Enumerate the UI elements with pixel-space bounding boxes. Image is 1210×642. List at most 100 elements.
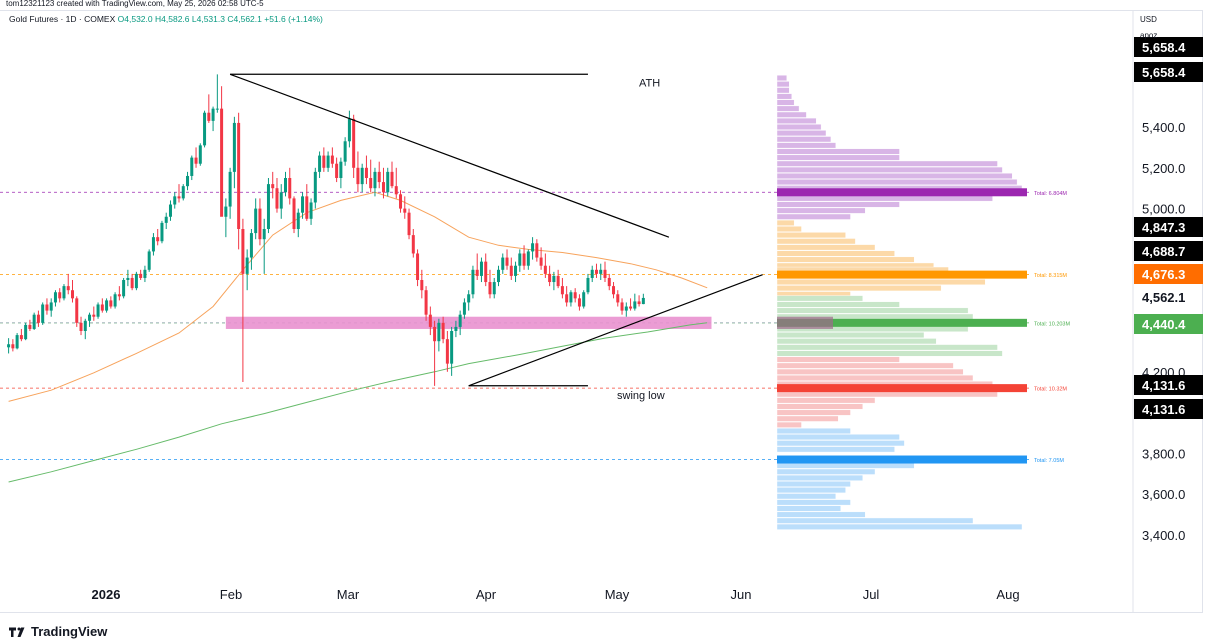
volume-profile-row bbox=[776, 332, 925, 339]
price-label-box bbox=[1134, 217, 1203, 237]
candle bbox=[590, 265, 594, 283]
candle bbox=[437, 318, 441, 352]
candle-body bbox=[249, 233, 253, 258]
time-axis[interactable]: 2026 Feb Mar Apr May Jun Jul Aug bbox=[92, 587, 1020, 602]
candle-body bbox=[41, 304, 45, 323]
candle-body bbox=[279, 192, 283, 209]
candle bbox=[241, 218, 245, 382]
volume-node-bar bbox=[777, 188, 1027, 197]
trendline[interactable] bbox=[229, 73, 670, 238]
candle-body bbox=[467, 294, 471, 303]
price-label-box bbox=[1134, 314, 1203, 334]
volume-profile-row bbox=[776, 111, 807, 118]
trendline[interactable] bbox=[468, 274, 763, 387]
price-label-box bbox=[1134, 37, 1203, 57]
candle bbox=[164, 212, 168, 229]
candle bbox=[603, 261, 607, 283]
volume-profile-row bbox=[776, 428, 851, 434]
candle-body bbox=[633, 301, 637, 309]
candle bbox=[560, 277, 564, 299]
candle bbox=[207, 94, 211, 123]
price-label-text: 4,440.4 bbox=[1142, 317, 1186, 332]
volume-profile-row bbox=[776, 307, 969, 314]
candle bbox=[79, 316, 83, 336]
volume-profile-row bbox=[776, 219, 795, 226]
candle bbox=[45, 298, 49, 315]
tradingview-brand[interactable]: TradingView bbox=[9, 624, 107, 639]
annotation-ath: ATH bbox=[639, 77, 660, 89]
candle-body bbox=[616, 294, 620, 303]
candle bbox=[100, 298, 104, 313]
candle-body bbox=[556, 275, 560, 287]
candle-body bbox=[573, 292, 577, 299]
candle bbox=[160, 220, 164, 244]
candle-body bbox=[603, 269, 607, 278]
candle bbox=[424, 286, 428, 321]
candle bbox=[258, 198, 262, 246]
volume-node-label: Total: 7.05M bbox=[1034, 458, 1064, 464]
trendlines[interactable] bbox=[229, 73, 763, 387]
candle-body bbox=[403, 208, 407, 213]
volume-profile-row bbox=[776, 356, 900, 363]
candle-body bbox=[313, 171, 317, 203]
candle bbox=[198, 143, 202, 166]
candle bbox=[411, 229, 415, 258]
candle-body bbox=[394, 186, 398, 195]
candle-body bbox=[228, 171, 232, 207]
candle-body bbox=[424, 290, 428, 315]
volume-profile-row bbox=[776, 279, 986, 285]
chart-canvas[interactable]: Total: 6.804M Total: 8.315M Total: 10.203M… bbox=[0, 0, 1203, 613]
candle-body bbox=[113, 294, 117, 307]
ohlc-close: C4,562.1 bbox=[227, 14, 262, 24]
candle bbox=[548, 265, 552, 287]
volume-node-bar bbox=[777, 270, 1027, 279]
candle bbox=[58, 288, 62, 303]
volume-node-label: Total: 8.315M bbox=[1034, 273, 1067, 279]
candle-body bbox=[53, 292, 57, 303]
candle-body bbox=[437, 322, 441, 342]
price-label-box bbox=[1134, 264, 1203, 284]
ohlc-high: H4,582.6 bbox=[155, 14, 190, 24]
volume-profile-row bbox=[776, 391, 998, 398]
candle bbox=[535, 239, 539, 262]
candle bbox=[369, 159, 373, 193]
candle bbox=[352, 114, 356, 178]
volume-profile-row bbox=[776, 250, 895, 257]
candle bbox=[19, 328, 23, 342]
candle-body bbox=[629, 306, 633, 309]
brand-name: TradingView bbox=[31, 624, 108, 639]
x-tick-label: Jun bbox=[731, 587, 752, 602]
candle-body bbox=[484, 261, 488, 283]
candle-body bbox=[624, 306, 628, 311]
candle-body bbox=[156, 237, 160, 242]
candle bbox=[624, 302, 628, 317]
candle-body bbox=[356, 167, 360, 185]
volume-profile-row bbox=[776, 75, 788, 81]
candle-body bbox=[501, 257, 505, 270]
y-tick-label: 5,200.0 bbox=[1142, 161, 1185, 176]
candle-body bbox=[211, 108, 215, 121]
candle bbox=[232, 116, 236, 189]
candle bbox=[288, 167, 292, 205]
candle bbox=[284, 171, 287, 197]
candle bbox=[292, 196, 296, 234]
candles bbox=[7, 74, 645, 386]
volume-profile-row bbox=[776, 179, 1018, 186]
candle bbox=[467, 290, 471, 311]
attribution-bar: tom12321123 created with TradingView.com… bbox=[6, 0, 264, 8]
volume-profile-row bbox=[776, 87, 790, 94]
volume-profile-row bbox=[776, 415, 839, 422]
volume-profile-row bbox=[776, 421, 802, 428]
volume-profile-row bbox=[776, 295, 863, 302]
price-label-text: 4,676.3 bbox=[1142, 267, 1185, 282]
candle bbox=[377, 161, 381, 189]
candle bbox=[509, 257, 513, 280]
currency-label[interactable]: USD bbox=[1140, 15, 1157, 24]
volume-profile-row bbox=[776, 374, 974, 381]
candle bbox=[7, 338, 11, 354]
candle-body bbox=[190, 157, 194, 176]
candle bbox=[92, 306, 96, 321]
candle bbox=[156, 229, 160, 246]
candle bbox=[497, 265, 500, 287]
candle bbox=[582, 290, 586, 309]
